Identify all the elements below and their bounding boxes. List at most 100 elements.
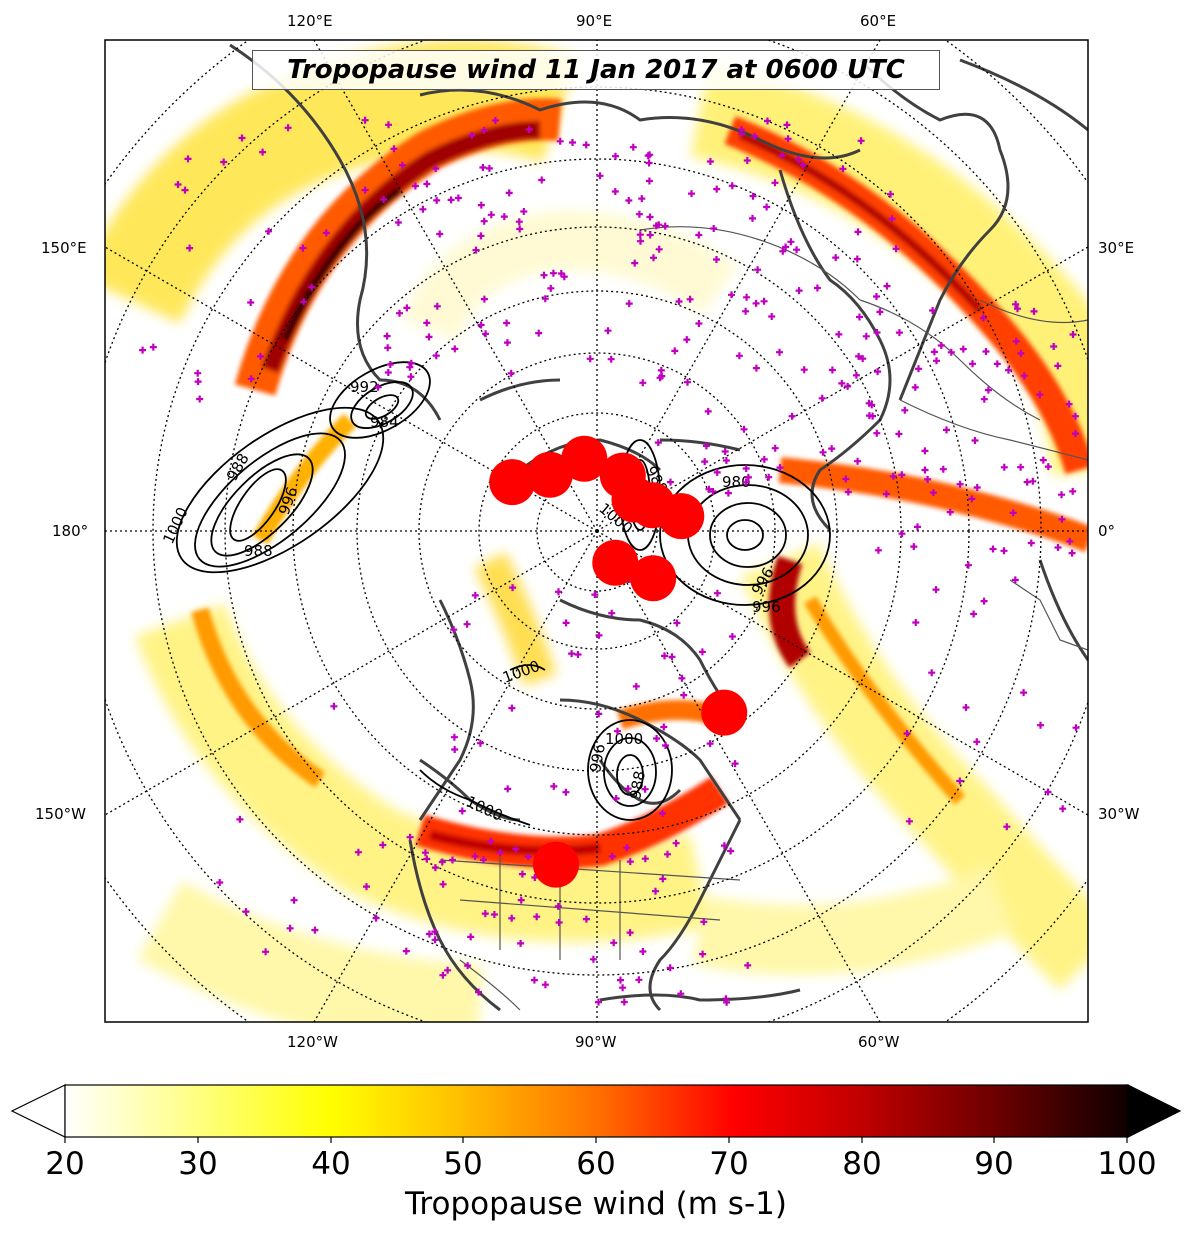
observation-marker bbox=[467, 933, 475, 941]
observation-marker bbox=[973, 738, 981, 746]
observation-marker bbox=[468, 131, 476, 139]
observation-marker bbox=[683, 336, 691, 344]
observation-marker bbox=[903, 730, 911, 737]
observation-marker bbox=[520, 208, 528, 215]
observation-marker bbox=[713, 185, 721, 193]
observation-marker bbox=[793, 246, 801, 254]
observation-marker bbox=[752, 364, 760, 372]
observation-marker bbox=[655, 245, 663, 253]
observation-marker bbox=[247, 299, 255, 306]
observation-marker bbox=[517, 896, 525, 904]
observation-marker bbox=[257, 352, 264, 360]
observation-marker bbox=[709, 488, 717, 495]
observation-marker bbox=[700, 918, 708, 926]
observation-marker bbox=[538, 176, 546, 184]
observation-marker bbox=[496, 849, 504, 856]
observation-marker bbox=[800, 366, 808, 374]
observation-marker bbox=[686, 295, 694, 303]
observation-marker bbox=[667, 478, 674, 486]
observation-marker bbox=[930, 348, 938, 356]
observation-marker bbox=[1069, 331, 1077, 338]
observation-marker bbox=[1054, 544, 1062, 551]
observation-marker bbox=[1030, 307, 1038, 315]
observation-marker bbox=[491, 117, 499, 124]
observation-marker bbox=[447, 196, 455, 204]
observation-marker bbox=[853, 255, 861, 263]
observation-marker bbox=[398, 161, 406, 169]
observation-marker bbox=[1071, 412, 1079, 420]
observation-marker bbox=[765, 473, 773, 481]
map-layers: 1000 996 992 988 984 980 1000 996 988 10… bbox=[105, 40, 1088, 1022]
observation-marker bbox=[290, 896, 298, 904]
colorbar-tick-label: 100 bbox=[1097, 1146, 1157, 1182]
colorbar-title: Tropopause wind (m s-1) bbox=[405, 1186, 787, 1222]
observation-marker bbox=[787, 238, 795, 246]
observation-marker bbox=[541, 295, 549, 303]
observation-marker bbox=[518, 870, 526, 878]
observation-marker bbox=[933, 357, 940, 365]
observation-marker bbox=[968, 495, 976, 503]
observation-marker bbox=[928, 669, 936, 677]
observation-marker bbox=[403, 304, 411, 312]
observation-marker bbox=[394, 219, 402, 226]
observation-marker bbox=[431, 864, 439, 872]
observation-marker bbox=[895, 430, 903, 438]
cyclone-center-marker bbox=[658, 493, 705, 540]
observation-marker bbox=[1050, 343, 1058, 350]
observation-marker bbox=[439, 971, 447, 979]
observation-marker bbox=[937, 342, 945, 349]
observation-marker bbox=[477, 201, 485, 209]
observation-marker bbox=[568, 650, 576, 658]
observation-marker bbox=[731, 760, 739, 768]
colorbar-tick-label: 90 bbox=[974, 1146, 1014, 1182]
observation-marker bbox=[646, 231, 654, 239]
observation-marker bbox=[705, 485, 713, 493]
observation-marker bbox=[632, 682, 640, 690]
observation-marker bbox=[406, 833, 414, 841]
observation-marker bbox=[625, 300, 633, 308]
observation-marker bbox=[284, 124, 292, 132]
observation-marker bbox=[380, 196, 388, 203]
observation-marker bbox=[828, 366, 836, 374]
observation-marker bbox=[882, 490, 890, 498]
observation-marker bbox=[181, 186, 189, 194]
observation-marker bbox=[874, 368, 882, 376]
observation-marker bbox=[384, 344, 392, 352]
observation-marker bbox=[921, 466, 929, 474]
observation-marker bbox=[854, 228, 862, 236]
observation-marker bbox=[635, 210, 643, 218]
observation-marker bbox=[638, 195, 646, 203]
observation-marker bbox=[743, 157, 751, 164]
observation-marker bbox=[620, 998, 628, 1006]
observation-marker bbox=[924, 475, 932, 483]
contour-label: 980 bbox=[722, 473, 751, 491]
observation-marker bbox=[475, 988, 482, 996]
observation-marker bbox=[480, 126, 488, 134]
observation-marker bbox=[431, 936, 439, 944]
observation-marker bbox=[883, 282, 891, 290]
meridian-label: 120°E bbox=[287, 12, 333, 30]
observation-marker bbox=[702, 442, 710, 450]
observation-marker bbox=[361, 186, 369, 194]
observation-marker bbox=[664, 850, 671, 858]
observation-marker bbox=[525, 126, 533, 133]
observation-marker bbox=[873, 293, 880, 300]
meridian-label: 30°W bbox=[1098, 805, 1140, 823]
observation-marker bbox=[641, 785, 649, 793]
observation-marker bbox=[238, 134, 246, 142]
observation-marker bbox=[354, 848, 362, 856]
observation-marker bbox=[625, 197, 633, 204]
contour-label: 988 bbox=[244, 542, 273, 560]
observation-marker bbox=[509, 584, 517, 592]
observation-marker bbox=[363, 883, 370, 891]
observation-marker bbox=[722, 457, 730, 464]
observation-marker bbox=[458, 807, 466, 815]
observation-marker bbox=[971, 437, 979, 444]
observation-marker bbox=[596, 172, 604, 180]
observation-marker bbox=[481, 910, 489, 918]
observation-marker bbox=[857, 137, 865, 145]
observation-marker bbox=[713, 589, 721, 597]
observation-marker bbox=[1068, 549, 1076, 557]
observation-marker bbox=[835, 330, 843, 338]
